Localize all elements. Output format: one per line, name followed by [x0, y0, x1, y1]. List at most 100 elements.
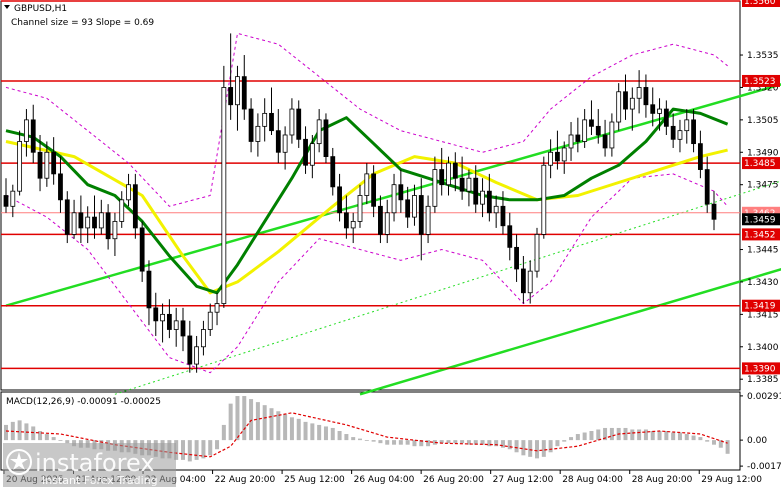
menu-triangle-icon[interactable]: [4, 5, 10, 9]
instaforex-logo: instaforex Instant Forex Trading: [3, 443, 176, 487]
candle-14: [98, 199, 104, 235]
logo-tagline: Instant Forex Trading: [42, 474, 158, 487]
macd-bar-97: [664, 431, 669, 441]
candle-body: [71, 212, 77, 235]
candle-18: [126, 173, 131, 207]
candle-body: [670, 125, 676, 140]
price-label-box: [742, 362, 780, 375]
candle-35: [241, 55, 247, 120]
macd-bar-104: [712, 440, 716, 445]
channel-info: Channel size = 93 Slope = 0.69: [11, 18, 154, 28]
candle-67: [459, 156, 465, 200]
macd-tick-label: -0.00171: [747, 462, 781, 472]
candle-90: [616, 83, 622, 131]
candle-body: [486, 190, 492, 214]
candle-23: [160, 303, 165, 343]
candle-body: [58, 173, 63, 201]
candle-body: [520, 268, 526, 294]
candle-body: [146, 270, 152, 309]
candle-body: [153, 307, 159, 322]
candle-body: [623, 91, 628, 110]
candle-88: [602, 119, 608, 157]
candle-10: [71, 199, 77, 239]
candle-body: [323, 119, 329, 158]
candle-99: [677, 119, 683, 153]
candle-body: [132, 184, 138, 229]
candle-body: [235, 76, 240, 106]
macd-bar-26: [181, 440, 185, 460]
candle-body: [412, 195, 417, 218]
candle-53: [364, 163, 370, 205]
macd-bar-74: [507, 440, 512, 450]
macd-bar-40: [276, 411, 281, 441]
candle-92: [629, 87, 635, 131]
candle-98: [670, 113, 676, 148]
candle-body: [248, 108, 254, 142]
macd-bar-60: [412, 440, 417, 447]
price-label-box: [742, 299, 780, 312]
candle-body: [439, 169, 445, 186]
macd-bar-47: [323, 426, 328, 441]
price-tick-label: 1.3445: [747, 246, 779, 256]
macd-bar-57: [392, 440, 397, 445]
candle-87: [595, 109, 601, 144]
macd-bar-65: [446, 440, 451, 444]
candle-body: [214, 303, 220, 313]
macd-bar-88: [603, 427, 608, 441]
price-label-box: [742, 74, 780, 87]
macd-bar-76: [521, 440, 526, 456]
candle-body: [405, 199, 411, 218]
candle-9: [64, 191, 70, 244]
macd-bar-0: [4, 424, 8, 441]
candle-44: [303, 126, 308, 174]
price-tick-label: 1.3520: [747, 83, 779, 93]
macd-bar-96: [657, 431, 662, 441]
candle-body: [3, 195, 9, 207]
macd-bar-62: [426, 440, 431, 447]
candle-58: [398, 169, 404, 213]
macd-bar-2: [17, 420, 22, 441]
macd-bar-106: [725, 440, 730, 454]
candle-body: [44, 151, 50, 179]
candle-body: [255, 125, 261, 142]
candle-body: [507, 225, 513, 248]
candle-34: [235, 65, 240, 131]
macd-bar-69: [473, 440, 478, 445]
macd-bar-79: [541, 440, 546, 457]
candle-body: [112, 221, 118, 240]
macd-bar-9: [65, 440, 70, 444]
candle-body: [343, 212, 349, 229]
candle-body: [296, 108, 302, 140]
macd-bar-44: [303, 421, 308, 441]
candle-body: [425, 205, 431, 235]
candle-84: [575, 117, 581, 153]
candle-3: [24, 109, 29, 157]
time-tick-label: 22 Aug 20:00: [215, 475, 276, 485]
candle-body: [350, 221, 356, 229]
candle-19: [132, 173, 138, 239]
candle-104: [711, 191, 717, 231]
candle-62: [425, 195, 431, 244]
macd-bar-35: [242, 396, 247, 441]
candle-body: [357, 195, 363, 222]
candle-82: [561, 141, 567, 174]
candle-body: [398, 184, 404, 201]
time-tick-label: 25 Aug 12:00: [284, 475, 345, 485]
price-label-box: [742, 0, 780, 7]
candle-body: [37, 151, 43, 179]
macd-bar-89: [609, 427, 614, 441]
candle-body: [595, 125, 601, 136]
candle-body: [704, 169, 710, 205]
candle-body: [98, 212, 104, 229]
candle-46: [316, 109, 322, 153]
candle-69: [473, 165, 479, 213]
candle-55: [378, 195, 383, 244]
time-tick-label: 28 Aug 04:00: [562, 475, 623, 485]
macd-bar-45: [310, 423, 315, 441]
macd-bar-93: [637, 429, 642, 441]
macd-bar-41: [283, 414, 288, 441]
macd-bar-51: [351, 437, 356, 441]
candle-41: [282, 126, 288, 170]
candle-97: [663, 100, 669, 135]
candle-51: [350, 212, 356, 244]
